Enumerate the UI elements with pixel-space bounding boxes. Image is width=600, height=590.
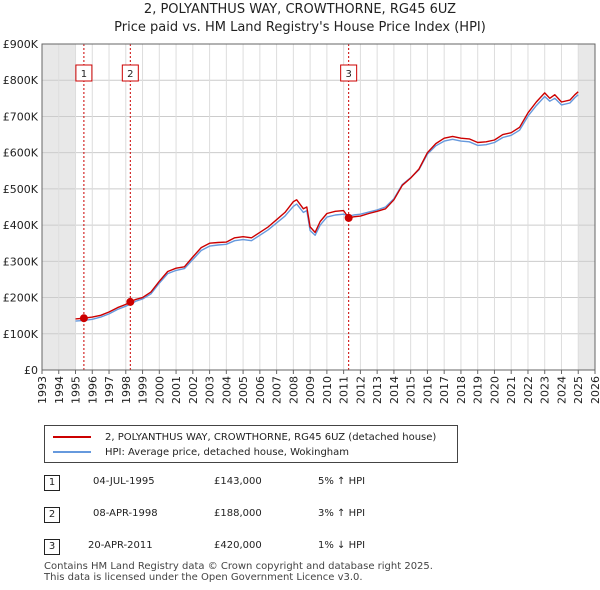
sale-label: 3 [345, 69, 351, 80]
x-tick-label: 2020 [488, 376, 501, 404]
price-series-line [75, 91, 579, 320]
plot-background [42, 44, 595, 370]
x-tick-label: 1999 [137, 376, 150, 404]
legend-item-price: 2, POLYANTHUS WAY, CROWTHORNE, RG45 6UZ … [53, 430, 436, 444]
x-tick-label: 2007 [271, 376, 284, 404]
x-tick-label: 2021 [505, 376, 518, 404]
x-tick-label: 2026 [589, 376, 600, 404]
x-tick-label: 2008 [287, 376, 300, 404]
sale-label: 2 [127, 69, 133, 80]
x-tick-label: 2015 [405, 376, 418, 404]
x-tick-label: 1995 [70, 376, 83, 404]
y-tick-label: £0 [24, 364, 38, 377]
x-tick-label: 1998 [120, 376, 133, 404]
x-tick-label: 2011 [338, 376, 351, 404]
transaction-number-box: 1 [44, 475, 60, 491]
sale-label-box [121, 64, 139, 82]
x-tick-label: 2003 [204, 376, 217, 404]
transaction-number-box: 3 [44, 539, 60, 555]
legend-label-hpi: HPI: Average price, detached house, Woki… [105, 446, 349, 458]
x-tick-label: 2005 [237, 376, 250, 404]
y-tick-label: £200K [3, 292, 39, 305]
y-tick-label: £500K [3, 183, 39, 196]
y-tick-label: £700K [3, 110, 39, 123]
transaction-hpi: 3% ↑ HPI [318, 508, 366, 519]
transaction-number-box: 2 [44, 507, 60, 523]
y-tick-label: £800K [3, 74, 39, 87]
y-tick-label: £900K [3, 38, 39, 51]
x-tick-label: 2024 [555, 376, 568, 404]
legend-label-price: 2, POLYANTHUS WAY, CROWTHORNE, RG45 6UZ … [105, 431, 437, 443]
x-tick-label: 1997 [103, 376, 116, 404]
x-tick-label: 1993 [36, 376, 49, 404]
sale-label-box [75, 64, 93, 82]
x-tick-label: 2013 [371, 376, 384, 404]
sale-point [126, 297, 135, 306]
x-tick-label: 2009 [304, 376, 317, 404]
chart-subtitle: Price paid vs. HM Land Registry's House … [114, 20, 486, 35]
x-tick-label: 2014 [388, 376, 401, 404]
plot-frame [41, 43, 596, 371]
legend-swatch-hpi [53, 451, 91, 453]
sale-point [79, 314, 88, 323]
y-tick-label: £300K [3, 255, 39, 268]
y-tick-label: £400K [3, 219, 39, 232]
price-chart: 1 2 3 £0 £100K £200K £300K £400K £500K £600K £700… [3, 38, 600, 404]
legend-item-hpi: HPI: Average price, detached house, Woki… [53, 445, 349, 459]
sale-label: 1 [81, 69, 87, 80]
x-tick-label: 1994 [53, 376, 66, 404]
legend: 2, POLYANTHUS WAY, CROWTHORNE, RG45 6UZ … [44, 425, 458, 463]
x-tick-label: 2022 [522, 376, 535, 404]
x-tick-label: 2017 [438, 376, 451, 404]
transaction-hpi: 1% ↓ HPI [318, 540, 366, 551]
x-tick-label: 2018 [455, 376, 468, 404]
x-tick-label: 1996 [86, 376, 99, 404]
footer-licence: This data is licensed under the Open Gov… [44, 572, 363, 583]
x-tick-label: 2023 [539, 376, 552, 404]
x-tick-label: 2025 [572, 376, 585, 404]
x-tick-label: 2006 [254, 376, 267, 404]
footer-copyright: Contains HM Land Registry data © Crown c… [44, 561, 433, 572]
x-tick-label: 2012 [354, 376, 367, 404]
legend-swatch-price [53, 436, 91, 438]
shaded-range [578, 44, 595, 370]
transaction-price: £188,000 [214, 508, 262, 519]
x-tick-label: 2019 [472, 376, 485, 404]
hpi-series-line [75, 94, 579, 322]
x-tick-label: 2010 [321, 376, 334, 404]
transaction-price: £420,000 [214, 540, 262, 551]
x-tick-label: 2004 [220, 376, 233, 404]
x-tick-label: 2001 [170, 376, 183, 404]
chart-title: 2, POLYANTHUS WAY, CROWTHORNE, RG45 6UZ [143, 2, 457, 17]
y-tick-label: £100K [3, 328, 39, 341]
transaction-date: 08-APR-1998 [93, 508, 158, 519]
transaction-price: £143,000 [214, 476, 262, 487]
x-tick-label: 2002 [187, 376, 200, 404]
transaction-date: 20-APR-2011 [88, 540, 153, 551]
transaction-hpi: 5% ↑ HPI [318, 476, 366, 487]
y-tick-label: £600K [3, 147, 39, 160]
x-tick-label: 2016 [421, 376, 434, 404]
x-tick-label: 2000 [153, 376, 166, 404]
transaction-date: 04-JUL-1995 [93, 476, 155, 487]
sale-label-box [340, 64, 358, 82]
sale-point [344, 213, 353, 222]
